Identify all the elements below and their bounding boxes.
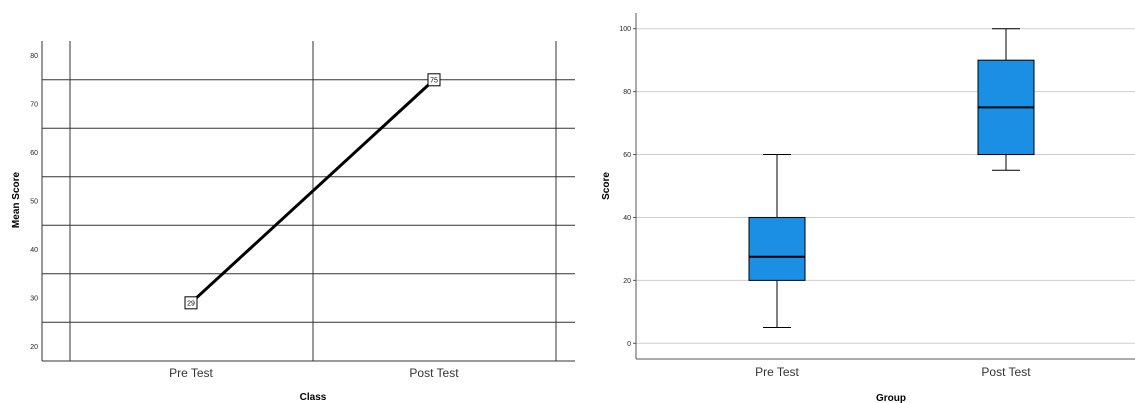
left-y-tick-label: 70	[30, 102, 38, 109]
left-category-label: Post Test	[409, 366, 459, 380]
left-y-axis-title: Mean Score	[11, 171, 22, 228]
right-category-label: Post Test	[981, 365, 1031, 379]
data-point-marker	[427, 73, 441, 87]
score-box-plot: 0 20 40 60 80 100 Pre Test Post Test Group Sco…	[601, 13, 1135, 403]
right-category-label: Pre Test	[755, 365, 799, 379]
data-point-marker	[184, 296, 198, 310]
right-y-tick-label: 40	[623, 215, 631, 222]
right-x-axis-title: Group	[876, 393, 906, 403]
left-x-axis-title: Class	[300, 392, 327, 403]
left-category-label: Pre Test	[169, 366, 213, 380]
right-y-axis-title: Score	[601, 172, 612, 200]
left-y-tick-label: 30	[30, 295, 38, 302]
mean-score-line-chart: 20 30 40 50 60 70 80 Pre Test Post Test 29 75 Cl…	[11, 41, 575, 403]
right-y-tick-label: 20	[623, 278, 631, 285]
left-y-tick-label: 60	[30, 150, 38, 157]
data-point-label: 75	[430, 77, 438, 84]
right-y-tick-label: 80	[623, 89, 631, 96]
right-y-tick-label: 0	[627, 341, 631, 348]
interquartile-box	[748, 216, 806, 281]
left-y-tick-label: 40	[30, 247, 38, 254]
left-y-tick-label: 80	[30, 53, 38, 60]
left-y-tick-label: 20	[30, 344, 38, 351]
data-point-label: 29	[187, 300, 195, 307]
right-y-tick-label: 60	[623, 152, 631, 159]
left-y-tick-label: 50	[30, 199, 38, 206]
right-y-tick-label: 100	[619, 26, 631, 33]
mean-score-line	[189, 78, 436, 304]
